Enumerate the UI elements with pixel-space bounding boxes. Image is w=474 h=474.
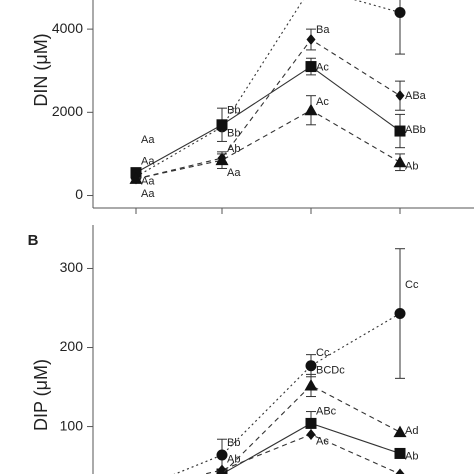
data-point-square (216, 119, 228, 131)
significance-label: ABc (316, 405, 337, 417)
y-tick-label: 200 (60, 338, 84, 354)
significance-label: Aa (141, 188, 155, 200)
data-point-diamond (306, 428, 316, 440)
panel-b-label: B (28, 232, 39, 249)
series-line-circle (173, 313, 401, 474)
y-tick-label: 0 (75, 186, 83, 202)
data-point-circle (394, 6, 406, 18)
significance-label: Cc (316, 347, 330, 359)
significance-label: Aa (227, 167, 241, 179)
panel-b: B DIP (μM) 100 200 300 Bb Ab Cc BCDc ABc Ac Cc Ad A… (28, 225, 419, 474)
plot-area: Bb Ab Cc BCDc ABc Ac Cc Ad Ab (173, 248, 419, 474)
significance-label: Cc (405, 279, 419, 291)
significance-label: ABa (405, 90, 427, 102)
series-line-triangle (135, 109, 401, 180)
data-point-square (305, 417, 317, 429)
significance-label: Ad (405, 425, 418, 437)
significance-label: BCDc (316, 364, 345, 376)
data-point-triangle (393, 425, 407, 438)
data-point-triangle (215, 153, 229, 166)
significance-label: Ab (405, 451, 418, 463)
data-point-square (394, 125, 406, 137)
data-point-circle (305, 360, 317, 372)
data-point-diamond (306, 34, 316, 46)
data-point-square (394, 447, 406, 459)
data-point-circle (216, 449, 228, 461)
panel-a-y-axis-title: DIN (μM) (31, 33, 51, 106)
data-point-square (305, 61, 317, 73)
significance-label: Aa (141, 176, 155, 188)
significance-label: Ab (227, 143, 240, 155)
series-line-diamond (202, 433, 401, 474)
data-point-triangle (304, 103, 318, 116)
significance-label: Bb (227, 127, 240, 139)
data-point-diamond (395, 468, 405, 474)
significance-label: Ba (316, 24, 330, 36)
data-point-triangle (129, 172, 143, 184)
y-tick-label: 2000 (52, 103, 83, 119)
significance-label: Aa (141, 134, 155, 146)
panel-b-plot: 100 200 300 Bb Ab Cc BCDc ABc Ac Cc Ad Ab (60, 225, 419, 474)
y-tick-label: 4000 (52, 20, 83, 36)
significance-label: Bb (227, 437, 240, 449)
significance-label: Ab (405, 161, 418, 173)
series-line-triangle (218, 384, 401, 474)
data-point-circle (394, 308, 406, 320)
panel-b-y-axis-title: DIP (μM) (31, 359, 51, 431)
panel-a: DIN (μM) 020004000AaAaAaAaBbBbAbAaBaAcAc… (31, 0, 474, 214)
data-point-triangle (304, 378, 318, 391)
significance-label: Ac (316, 61, 329, 73)
data-point-triangle (218, 467, 226, 474)
data-point-diamond (395, 90, 405, 102)
series-line-square (218, 422, 401, 474)
data-point-triangle (393, 155, 407, 168)
significance-label: ABb (405, 124, 426, 136)
series-line-square (135, 65, 401, 174)
y-tick-label: 100 (60, 417, 84, 433)
y-tick-label: 300 (60, 259, 84, 275)
significance-label: Ab (227, 454, 240, 466)
significance-label: Ac (316, 435, 329, 447)
series-line-diamond (135, 38, 401, 180)
significance-label: Ac (316, 96, 329, 108)
significance-label: Aa (141, 155, 155, 167)
significance-label: Bb (227, 105, 240, 117)
